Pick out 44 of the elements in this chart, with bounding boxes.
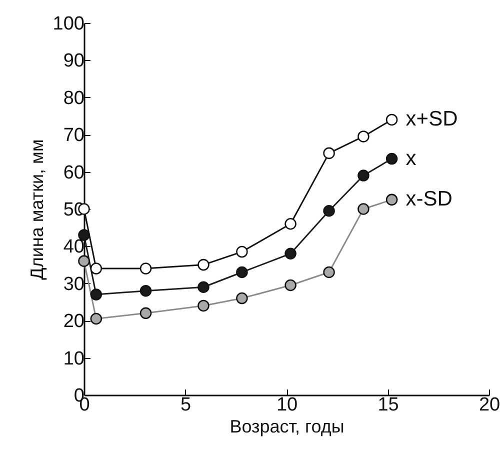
point <box>386 114 398 126</box>
y-tick-label: 10 <box>63 348 84 370</box>
y-tick-label: 100 <box>52 14 84 34</box>
point <box>140 307 152 320</box>
point <box>236 266 248 278</box>
point <box>236 246 248 258</box>
point <box>284 248 296 260</box>
x-axis-title: Возраст, годы <box>230 416 344 436</box>
point <box>386 152 398 165</box>
y-axis-title: Длина матки, мм <box>26 139 47 280</box>
point <box>198 300 210 312</box>
y-tick-label: 70 <box>63 125 84 146</box>
y-tick-label: 80 <box>63 88 84 109</box>
x-tick-label: 15 <box>378 394 399 416</box>
point <box>323 204 335 217</box>
point <box>90 262 102 274</box>
point <box>90 312 102 325</box>
point <box>236 292 248 304</box>
series-label: x+SD <box>406 108 458 131</box>
point <box>323 266 335 278</box>
point <box>284 279 296 292</box>
x-tick-label: 5 <box>180 394 192 416</box>
point <box>90 288 102 300</box>
point <box>358 130 370 142</box>
y-tick-label: 90 <box>63 50 84 72</box>
x-tick-label: 10 <box>276 394 298 416</box>
y-tick-label: 20 <box>63 311 84 332</box>
point <box>358 203 370 215</box>
y-tick-label: 60 <box>63 162 84 184</box>
point <box>198 281 210 294</box>
point <box>140 262 152 274</box>
series-label: x-SD <box>406 188 452 211</box>
point <box>284 218 296 230</box>
point <box>140 284 152 297</box>
x-tick-label: 20 <box>478 394 500 416</box>
y-tick-label: 40 <box>63 236 84 258</box>
point <box>386 194 398 206</box>
point <box>78 229 90 241</box>
point <box>323 147 335 160</box>
y-tick-label: 30 <box>63 274 84 295</box>
point <box>198 258 210 271</box>
point <box>78 255 90 267</box>
point <box>358 170 370 182</box>
series-label: x <box>406 146 417 170</box>
